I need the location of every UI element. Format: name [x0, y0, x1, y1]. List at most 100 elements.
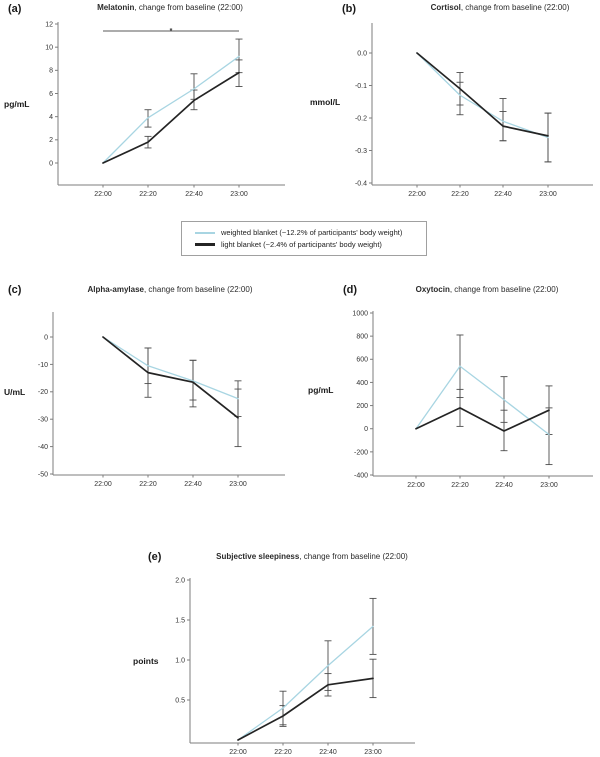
panel-label: (a) [8, 3, 22, 15]
light-blanket-line-sample [195, 243, 215, 246]
svg-text:-0.3: -0.3 [355, 148, 367, 155]
weighted-blanket-line-sample [195, 231, 215, 234]
y-axis-label: pg/mL [4, 99, 30, 109]
chart-title-bold: Subjective sleepiness [216, 552, 300, 561]
significance-asterisk: * [170, 28, 173, 35]
axes [52, 312, 285, 476]
error-bars [279, 597, 377, 727]
legend-item-weighted-blanket: weighted blanket (~12.2% of participants… [195, 228, 426, 237]
svg-text:22:40: 22:40 [185, 191, 203, 198]
panel-melatonin: (a) Melatonin, change from baseline (22:… [0, 0, 330, 210]
svg-text:1.0: 1.0 [175, 657, 185, 664]
x-axis-ticks: 22:00 22:20 22:40 23:00 [229, 743, 382, 756]
panel-oxytocin: (d) Oxytocin, change from baseline (22:0… [300, 275, 600, 505]
chart-title-rest: , change from baseline (22:00) [460, 3, 570, 12]
x-axis-ticks: 22:00 22:20 22:40 23:00 [407, 476, 558, 489]
svg-text:22:20: 22:20 [451, 191, 469, 198]
svg-text:22:40: 22:40 [494, 191, 512, 198]
svg-text:22:00: 22:00 [94, 481, 112, 488]
svg-text:23:00: 23:00 [539, 191, 557, 198]
svg-text:-400: -400 [354, 472, 368, 479]
series-line-weighted-blanket [415, 365, 550, 436]
chart-title-bold: Alpha-amylase [87, 285, 144, 294]
svg-text:-30: -30 [38, 417, 48, 424]
svg-text:22:20: 22:20 [451, 482, 469, 489]
svg-text:800: 800 [356, 334, 368, 341]
chart-title: Melatonin, change from baseline (22:00) [20, 3, 320, 12]
oxytocin-line-chart: 1000 800 600 400 200 0 -200 -400 22:00 22:20 22:40… [352, 310, 593, 489]
svg-text:1.5: 1.5 [175, 617, 185, 624]
cortisol-line-chart: 0.0 -0.1 -0.2 -0.3 -0.4 22:00 22:20 22:40 23:00 [355, 23, 593, 198]
svg-text:-20: -20 [38, 389, 48, 396]
error-bars [144, 38, 243, 149]
chart-title: Cortisol, change from baseline (22:00) [350, 3, 600, 12]
svg-text:2: 2 [49, 137, 53, 144]
panel-label: (e) [148, 551, 162, 563]
svg-text:22:20: 22:20 [139, 481, 157, 488]
y-axis-ticks: 1000 800 600 400 200 0 -200 -400 [352, 310, 373, 479]
legend-box: weighted blanket (~12.2% of participants… [181, 221, 427, 256]
svg-text:200: 200 [356, 403, 368, 410]
svg-text:22:00: 22:00 [407, 482, 425, 489]
series-line-light-blanket [102, 336, 239, 419]
error-bars [456, 72, 552, 163]
melatonin-line-chart: 12 10 8 6 4 2 0 22:00 22:20 22:40 23:00 * [45, 21, 285, 198]
svg-text:22:40: 22:40 [184, 481, 202, 488]
svg-text:-0.4: -0.4 [355, 180, 367, 187]
chart-title-bold: Melatonin [97, 3, 135, 12]
svg-text:0: 0 [364, 426, 368, 433]
svg-text:22:20: 22:20 [274, 749, 292, 756]
svg-text:23:00: 23:00 [229, 481, 247, 488]
panel-label: (b) [342, 3, 357, 15]
svg-text:-0.1: -0.1 [355, 83, 367, 90]
svg-text:23:00: 23:00 [230, 191, 248, 198]
axes [372, 311, 593, 477]
svg-text:1000: 1000 [352, 310, 368, 317]
series-line-weighted-blanket [237, 625, 374, 741]
svg-text:6: 6 [49, 91, 53, 98]
svg-text:22:40: 22:40 [319, 749, 337, 756]
svg-text:22:20: 22:20 [139, 191, 157, 198]
svg-text:22:00: 22:00 [229, 749, 247, 756]
error-bars [144, 347, 242, 448]
subjective-sleepiness-line-chart: 2.0 1.5 1.0 0.5 22:00 22:20 22:40 23:00 [175, 577, 415, 756]
panel-alpha-amylase: (c) Alpha-amylase, change from baseline … [0, 275, 330, 505]
legend-item-light-blanket: light blanket (~2.4% of participants' bo… [195, 240, 426, 249]
svg-text:22:40: 22:40 [495, 482, 513, 489]
svg-text:4: 4 [49, 114, 53, 121]
svg-text:600: 600 [356, 357, 368, 364]
svg-text:22:00: 22:00 [94, 191, 112, 198]
panel-subjective-sleepiness: (e) Subjective sleepiness, change from b… [130, 540, 475, 757]
y-axis-ticks: 2.0 1.5 1.0 0.5 [175, 577, 190, 704]
alpha-amylase-line-chart: 0 -10 -20 -30 -40 -50 22:00 22:20 22:40 23:00 [38, 312, 285, 488]
series-line-light-blanket [237, 677, 374, 741]
y-axis-label: mmol/L [310, 97, 341, 107]
svg-text:-40: -40 [38, 444, 48, 451]
svg-text:2.0: 2.0 [175, 577, 185, 584]
series-line-weighted-blanket [102, 55, 240, 164]
chart-title: Alpha-amylase, change from baseline (22:… [20, 285, 320, 294]
y-axis-label: pg/mL [308, 385, 334, 395]
y-axis-ticks: 0 -10 -20 -30 -40 -50 [38, 334, 53, 478]
chart-title-rest: , change from baseline (22:00) [299, 552, 408, 561]
svg-text:-50: -50 [38, 471, 48, 478]
chart-title-bold: Cortisol [430, 3, 461, 12]
svg-text:-0.2: -0.2 [355, 115, 367, 122]
chart-title-rest: , change from baseline (22:00) [449, 285, 559, 294]
y-axis-label: U/mL [4, 387, 26, 397]
svg-text:400: 400 [356, 380, 368, 387]
svg-text:23:00: 23:00 [364, 749, 382, 756]
significance-bar: * [103, 28, 239, 35]
series-line-weighted-blanket [416, 52, 549, 139]
svg-text:22:00: 22:00 [408, 191, 426, 198]
series-line-weighted-blanket [102, 336, 239, 400]
y-axis-ticks: 12 10 8 6 4 2 0 [45, 21, 58, 167]
panel-cortisol: (b) Cortisol, change from baseline (22:0… [300, 0, 600, 210]
axes [371, 23, 593, 186]
x-axis-ticks: 22:00 22:20 22:40 23:00 [94, 185, 248, 198]
chart-title-rest: , change from baseline (22:00) [134, 3, 243, 12]
svg-text:8: 8 [49, 68, 53, 75]
svg-text:23:00: 23:00 [540, 482, 558, 489]
y-axis-ticks: 0.0 -0.1 -0.2 -0.3 -0.4 [355, 50, 372, 187]
